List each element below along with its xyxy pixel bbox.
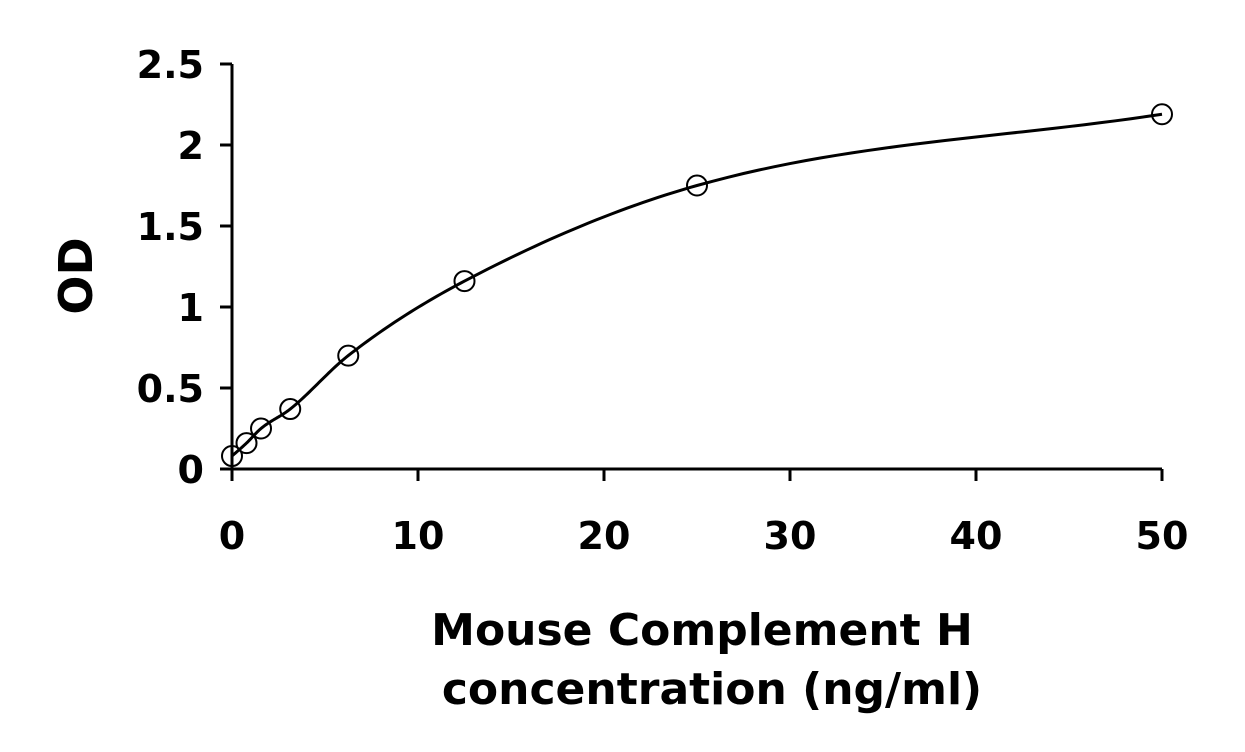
x-tick-label: 0 bbox=[219, 514, 245, 558]
data-point bbox=[235, 432, 258, 455]
data-point bbox=[337, 344, 360, 367]
fit-curve-group bbox=[230, 112, 1163, 458]
y-tick-label: 0.5 bbox=[137, 367, 204, 411]
data-point bbox=[279, 398, 302, 421]
data-point bbox=[221, 445, 243, 468]
y-tick-label: 2 bbox=[178, 124, 204, 168]
y-tick-label: 2.5 bbox=[137, 43, 204, 87]
data-point bbox=[250, 417, 273, 440]
data-point bbox=[1151, 103, 1173, 126]
x-tick-label: 20 bbox=[578, 514, 631, 558]
data-point bbox=[453, 270, 476, 293]
x-tick-label: 40 bbox=[950, 514, 1003, 558]
y-axis-title: OD bbox=[49, 237, 103, 314]
axes: 0 0.5 1 1.5 2 2.5 0 10 20 30 40 50 bbox=[137, 43, 1189, 558]
x-tick-label: 50 bbox=[1136, 514, 1189, 558]
y-tick-label: 1.5 bbox=[137, 205, 204, 249]
data-point bbox=[686, 174, 708, 197]
axis-labels: OD Mouse Complement H concentration (ng/… bbox=[49, 237, 982, 715]
x-tick-label: 10 bbox=[392, 514, 445, 558]
x-axis-title-line-1: Mouse Complement H bbox=[431, 605, 973, 656]
fit-curve bbox=[230, 112, 1163, 458]
data-points bbox=[221, 103, 1173, 468]
y-tick-label: 1 bbox=[178, 286, 204, 330]
y-tick-label: 0 bbox=[178, 448, 204, 492]
x-tick-label: 30 bbox=[764, 514, 817, 558]
x-axis-title-line-2: concentration (ng/ml) bbox=[442, 664, 982, 715]
